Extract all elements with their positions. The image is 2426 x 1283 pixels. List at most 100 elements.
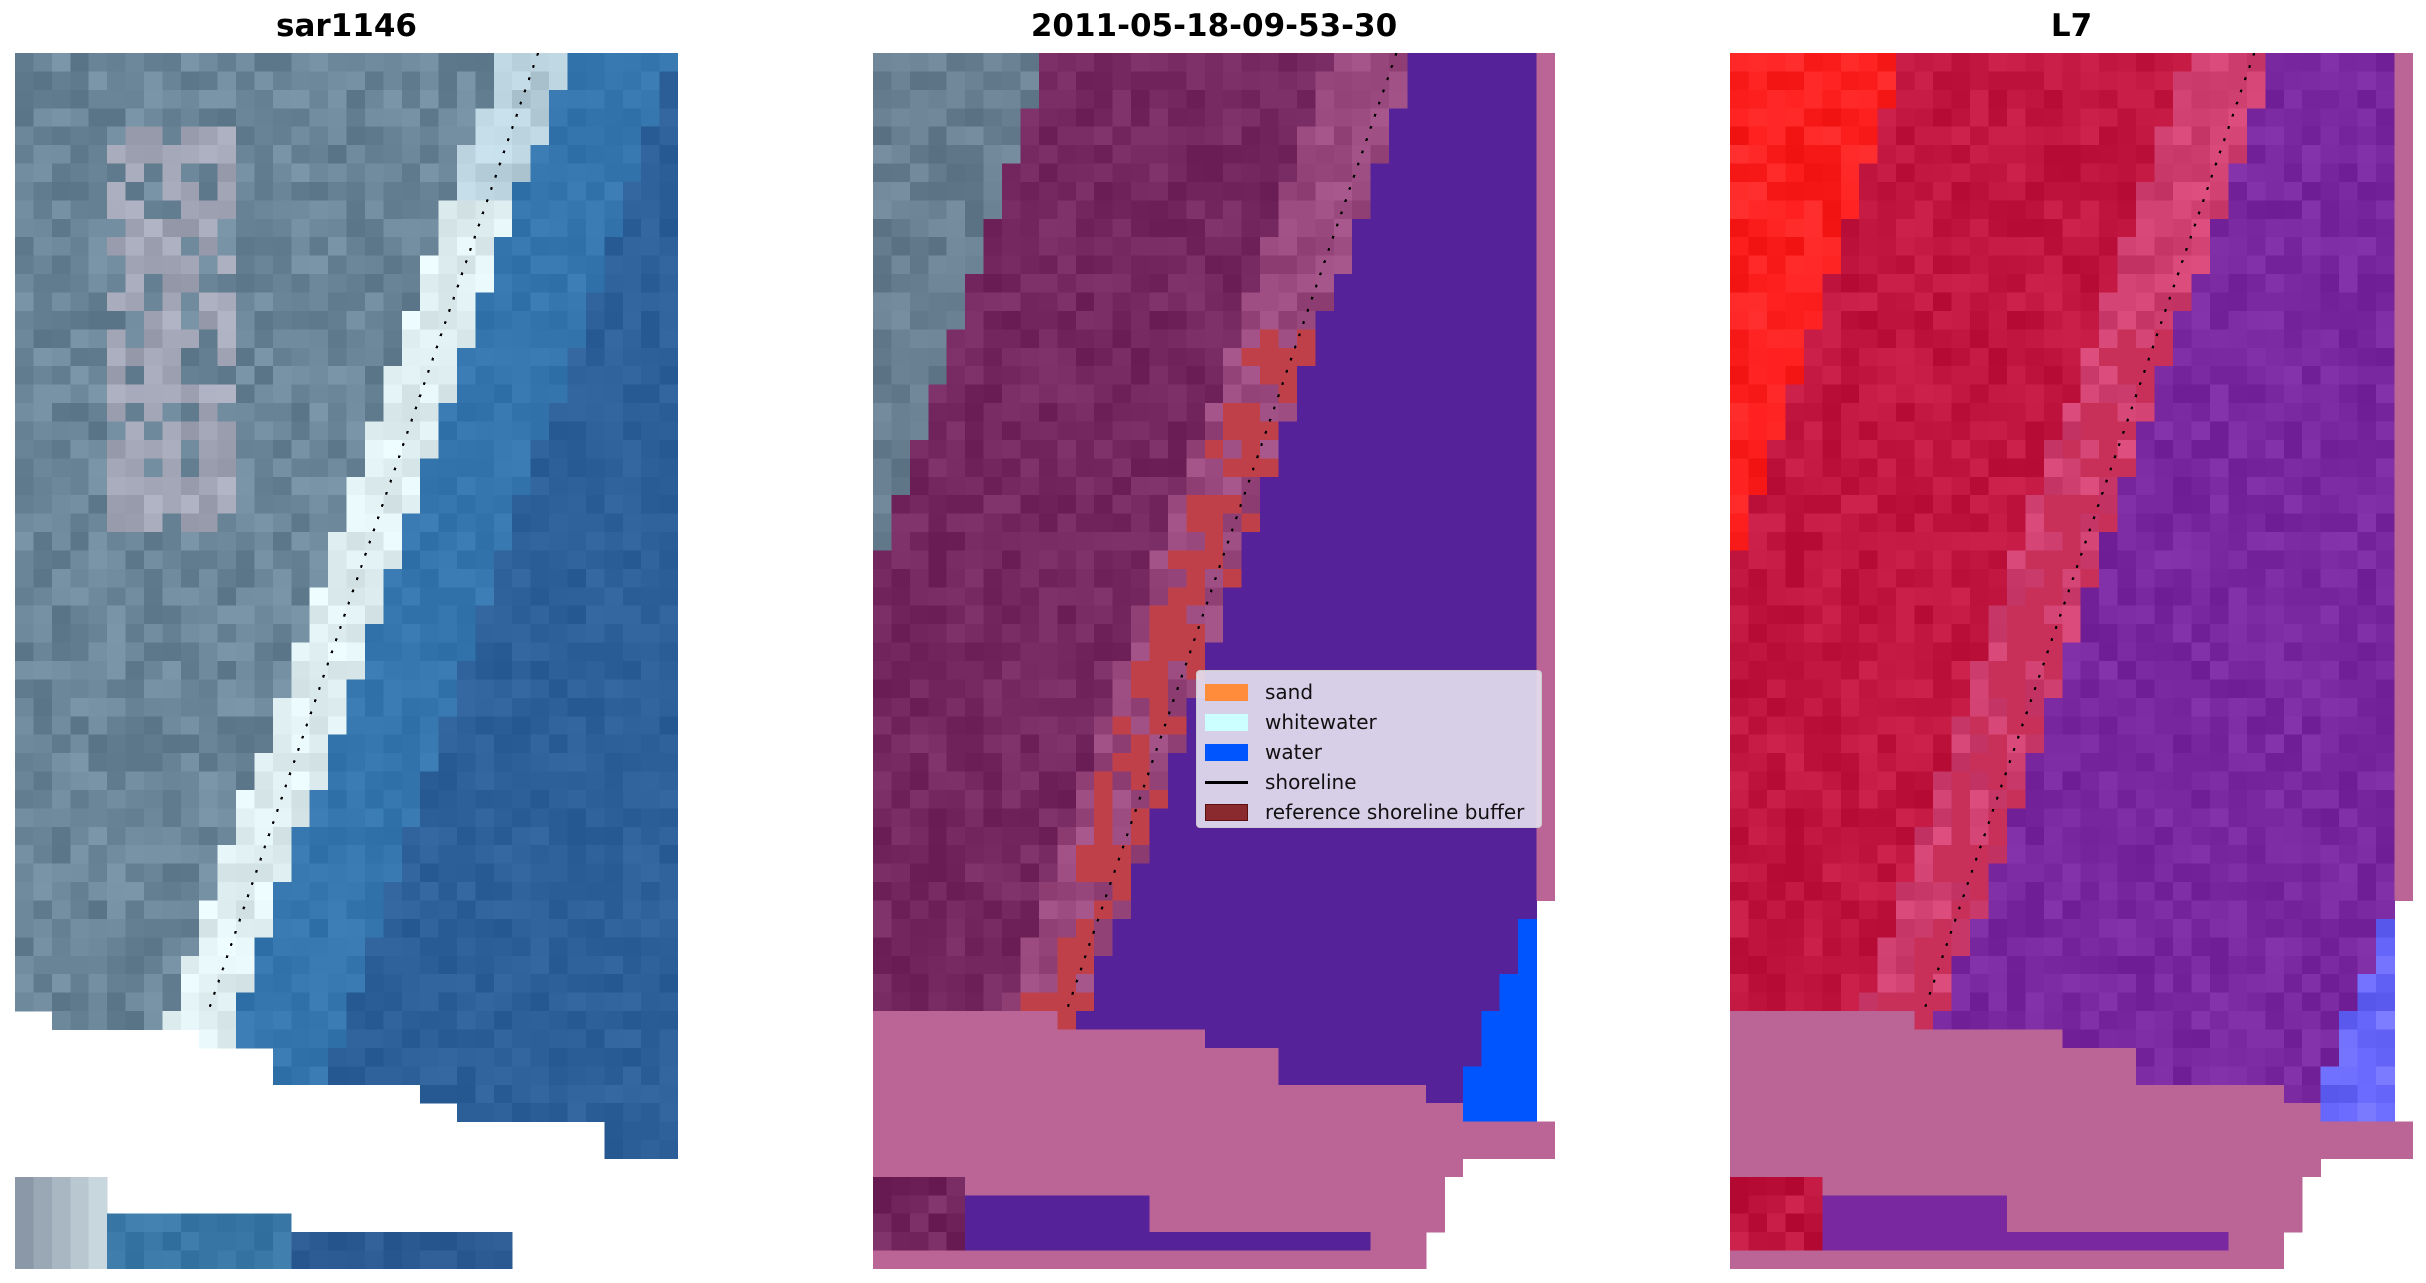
pixel bbox=[493, 255, 513, 275]
pixel bbox=[291, 200, 311, 220]
pixel bbox=[604, 624, 624, 643]
pixel bbox=[346, 661, 366, 680]
pixel bbox=[1462, 587, 1482, 607]
pixel bbox=[70, 789, 90, 809]
pixel bbox=[272, 126, 292, 146]
pixel bbox=[1223, 826, 1243, 846]
pixel bbox=[1914, 200, 1934, 220]
pixel bbox=[1038, 274, 1058, 293]
pixel bbox=[1333, 1195, 1353, 1215]
pixel bbox=[1333, 218, 1353, 238]
pixel bbox=[272, 550, 292, 570]
pixel bbox=[272, 679, 292, 699]
pixel bbox=[15, 605, 34, 625]
pixel bbox=[457, 642, 476, 662]
pixel bbox=[2209, 274, 2229, 293]
pixel bbox=[401, 918, 421, 938]
pixel bbox=[983, 421, 1003, 441]
pixel bbox=[585, 421, 605, 441]
pixel bbox=[946, 1232, 966, 1251]
pixel bbox=[1241, 71, 1261, 91]
pixel bbox=[1748, 218, 1768, 238]
pixel bbox=[162, 163, 182, 183]
pixel bbox=[585, 642, 605, 662]
pixel bbox=[1407, 421, 1427, 441]
pixel bbox=[1352, 1213, 1372, 1233]
pixel bbox=[328, 181, 347, 201]
pixel bbox=[1333, 145, 1353, 164]
pixel bbox=[1131, 366, 1150, 386]
pixel bbox=[567, 587, 587, 607]
pixel bbox=[420, 89, 439, 109]
pixel bbox=[1444, 347, 1464, 367]
pixel bbox=[983, 679, 1003, 699]
pixel bbox=[364, 845, 384, 865]
pixel bbox=[1499, 900, 1519, 920]
pixel bbox=[420, 274, 439, 293]
pixel bbox=[1204, 421, 1224, 441]
pixel bbox=[328, 366, 347, 386]
pixel bbox=[254, 1250, 274, 1269]
pixel bbox=[199, 218, 218, 238]
pixel bbox=[15, 697, 34, 717]
pixel bbox=[1352, 568, 1372, 588]
pixel bbox=[891, 513, 911, 533]
pixel bbox=[1204, 181, 1224, 201]
pixel bbox=[1859, 292, 1879, 312]
pixel bbox=[1333, 624, 1353, 643]
pixel bbox=[2228, 200, 2248, 220]
pixel bbox=[1020, 771, 1040, 791]
pixel bbox=[1112, 789, 1132, 809]
pixel bbox=[1223, 1158, 1243, 1178]
pixel bbox=[254, 439, 274, 459]
pixel bbox=[928, 255, 948, 275]
pixel bbox=[1389, 347, 1408, 367]
pixel bbox=[965, 181, 984, 201]
pixel bbox=[641, 513, 660, 533]
pixel bbox=[1167, 992, 1187, 1012]
pixel bbox=[1260, 329, 1279, 349]
pixel bbox=[549, 347, 568, 367]
pixel bbox=[1204, 900, 1224, 920]
pixel bbox=[1407, 292, 1427, 312]
pixel bbox=[1370, 513, 1390, 533]
pixel bbox=[891, 697, 911, 717]
pixel bbox=[530, 882, 550, 901]
pixel bbox=[457, 974, 476, 994]
pixel bbox=[1969, 53, 1989, 72]
pixel bbox=[401, 347, 421, 367]
pixel bbox=[567, 955, 587, 975]
pixel bbox=[1352, 1232, 1372, 1251]
pixel bbox=[291, 642, 311, 662]
pixel bbox=[549, 89, 568, 109]
pixel bbox=[1002, 218, 1021, 238]
pixel bbox=[1462, 1066, 1482, 1086]
pixel bbox=[1038, 458, 1058, 478]
pixel bbox=[2265, 274, 2285, 293]
pixel bbox=[1094, 292, 1113, 312]
pixel bbox=[622, 126, 642, 146]
pixel bbox=[530, 458, 550, 478]
pixel bbox=[420, 181, 439, 201]
pixel bbox=[475, 1084, 495, 1104]
pixel bbox=[51, 237, 71, 257]
pixel bbox=[1333, 439, 1353, 459]
pixel bbox=[567, 347, 587, 367]
pixel bbox=[1370, 53, 1390, 72]
pixel bbox=[475, 789, 495, 809]
pixel bbox=[1075, 439, 1095, 459]
pixel bbox=[1315, 145, 1335, 164]
pixel bbox=[1407, 163, 1427, 183]
pixel bbox=[1296, 347, 1316, 367]
pixel bbox=[1075, 863, 1095, 883]
pixel bbox=[33, 808, 53, 828]
pixel bbox=[309, 826, 329, 846]
pixel bbox=[1020, 476, 1040, 496]
pixel bbox=[1407, 255, 1427, 275]
pixel bbox=[585, 458, 605, 478]
pixel bbox=[272, 716, 292, 736]
pixel bbox=[1407, 1011, 1427, 1030]
pixel bbox=[965, 661, 984, 680]
pixel bbox=[585, 697, 605, 717]
pixel bbox=[236, 642, 255, 662]
